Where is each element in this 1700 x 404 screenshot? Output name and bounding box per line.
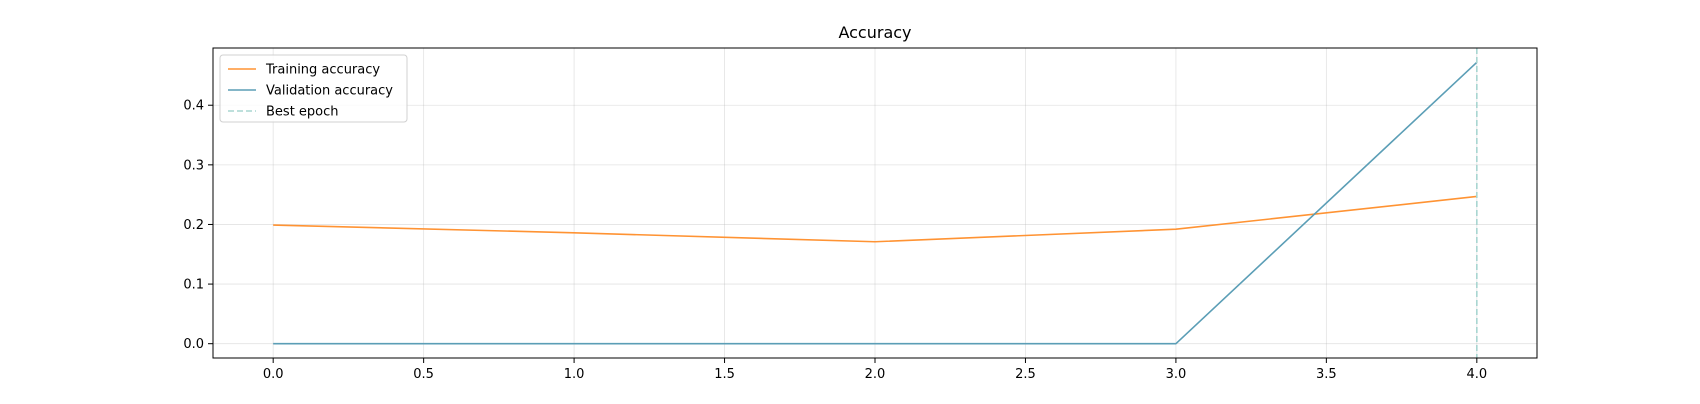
grid-lines bbox=[213, 48, 1537, 358]
legend-entry-training-accuracy-label: Training accuracy bbox=[265, 63, 380, 78]
x-tick-label: 2.0 bbox=[865, 367, 886, 382]
legend-entry-best-epoch-label: Best epoch bbox=[266, 105, 339, 120]
legend-entry-validation-accuracy-label: Validation accuracy bbox=[266, 84, 393, 99]
y-tick-label: 0.4 bbox=[183, 99, 204, 114]
chart-title: Accuracy bbox=[838, 23, 911, 42]
y-tick-label: 0.0 bbox=[183, 337, 204, 352]
y-tick-label: 0.3 bbox=[183, 158, 204, 173]
x-tick-label: 1.0 bbox=[564, 367, 585, 382]
series-line-training-accuracy bbox=[273, 195, 1477, 243]
x-tick-label: 1.5 bbox=[714, 367, 735, 382]
x-tick-label: 3.0 bbox=[1166, 367, 1187, 382]
series-line-validation-accuracy bbox=[273, 61, 1478, 345]
x-tick-label: 0.5 bbox=[413, 367, 434, 382]
y-tick-label: 0.2 bbox=[183, 218, 204, 233]
legend: Training accuracy Validation accuracy Best… bbox=[219, 54, 408, 123]
x-tick-label: 3.5 bbox=[1316, 367, 1337, 382]
axis-ticks: 0.0 0.5 1.0 1.5 2.0 2.5 3.0 3.5 4.0 0.0 0.1 0.2 0.3 0… bbox=[183, 99, 1487, 382]
legend-box bbox=[219, 54, 408, 123]
series-lines bbox=[273, 48, 1478, 358]
x-tick-label: 0.0 bbox=[263, 367, 284, 382]
x-tick-label: 4.0 bbox=[1466, 367, 1487, 382]
x-tick-label: 2.5 bbox=[1015, 367, 1036, 382]
y-tick-label: 0.1 bbox=[183, 278, 204, 293]
